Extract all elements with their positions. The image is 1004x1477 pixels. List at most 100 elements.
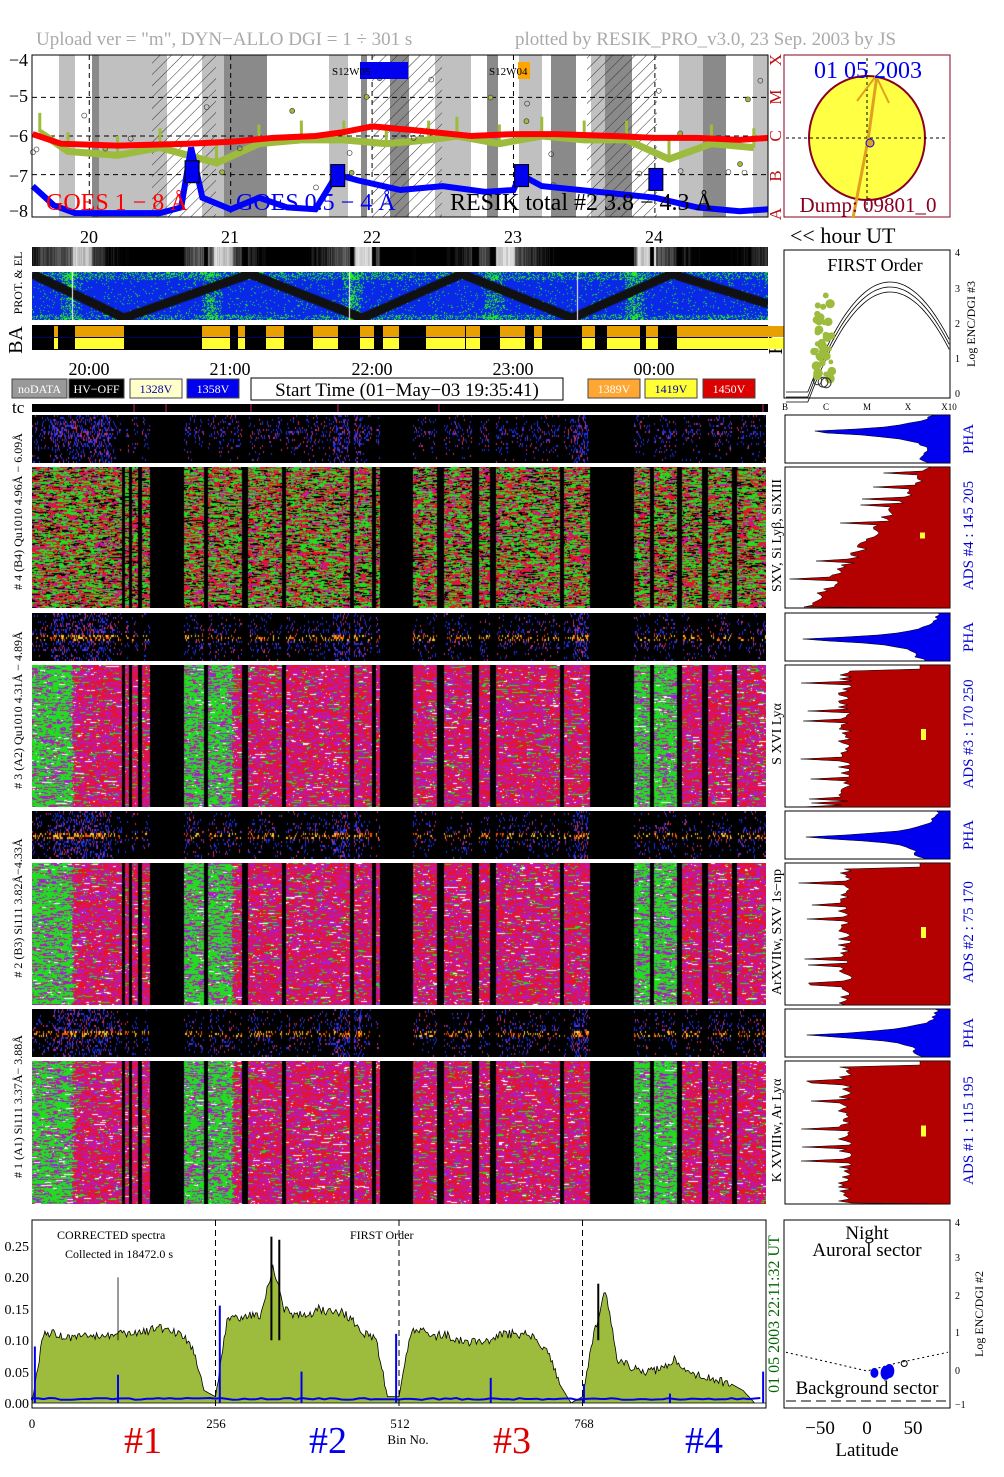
first-order-point <box>814 325 824 335</box>
hv-legend-swatch <box>587 378 641 399</box>
line-id-label: SXV, Si Lyβ, SiXIII <box>770 479 785 592</box>
hv-legend-swatch <box>644 378 698 399</box>
pha-label: PHA <box>961 424 977 454</box>
resik-point <box>30 149 36 156</box>
spectrum-x-label: Bin No. <box>387 1432 428 1447</box>
channel-range-label: # 1 (A1) Si111 3.37Å− 3.88Å <box>11 1035 25 1178</box>
resik-point <box>524 100 530 107</box>
series-goes-long <box>31 123 769 149</box>
y-tick: 0.10 <box>5 1334 30 1349</box>
ba-segment-orange <box>426 326 465 337</box>
spectrum-area <box>31 1264 766 1404</box>
x-tick: 768 <box>574 1416 594 1431</box>
latitude-plot <box>785 1351 949 1402</box>
ba-segment-orange <box>202 326 230 337</box>
y-tick: −6 <box>9 126 28 146</box>
latitude-y-ticks: 4 3 2 1 0 −1 <box>955 1218 966 1411</box>
hv-legend-label: 1419V <box>655 382 688 396</box>
y-tick: 3 <box>955 284 960 295</box>
resik-point <box>346 150 353 156</box>
first-order-frame <box>783 249 951 399</box>
ba-segment-yellow <box>677 338 788 349</box>
spectrum-x-ticks: 0 256 512 768 <box>29 1416 594 1431</box>
resik-point <box>741 169 748 176</box>
threshold-curve <box>786 281 950 393</box>
resik-point <box>757 77 764 84</box>
series-goes-short <box>30 146 769 217</box>
resik-point <box>725 169 732 175</box>
first-order-point <box>810 347 818 356</box>
latitude-point <box>884 1364 895 1378</box>
hv-legend-label: 1358V <box>197 382 230 396</box>
hour-tick: 24 <box>645 227 663 247</box>
background-sector-label: Background sector <box>796 1378 940 1399</box>
x-tick: 50 <box>904 1418 923 1439</box>
first-order-point <box>812 371 822 381</box>
spectrum-plot <box>31 1220 766 1408</box>
tc-label: tc <box>12 398 25 417</box>
ba-segment-orange <box>238 326 245 337</box>
x-tick: B <box>782 402 788 412</box>
channel-range-label: # 4 (B4) Qu1010 4.96Å − 6.09Å <box>11 433 25 590</box>
current-position <box>900 1360 908 1367</box>
ba-segment-orange <box>313 326 338 337</box>
ba-segment-yellow <box>75 338 124 349</box>
region-marker-s12w05 <box>360 62 408 79</box>
ba-segment-orange <box>582 326 595 337</box>
first-order-plot <box>786 281 950 403</box>
sun-center-marker <box>865 138 875 148</box>
resik-point <box>81 112 88 119</box>
sun-date: 01 05 2003 <box>814 58 922 84</box>
legend-resik: RESIK total #2 3.8 − 4.3 Å <box>450 190 714 216</box>
y-tick: 0.05 <box>5 1366 30 1381</box>
orbit-track-line <box>851 139 870 219</box>
background-band <box>75 55 92 217</box>
ba-segment-orange <box>360 326 374 337</box>
ba-segment-orange <box>266 326 284 337</box>
y-tick: 2 <box>955 1291 960 1302</box>
hour-tick: 22 <box>363 227 381 247</box>
flare-marker <box>514 164 530 188</box>
flux-histogram <box>800 664 951 808</box>
latitude-x-ticks: −50 0 50 <box>805 1418 922 1439</box>
background-band <box>726 55 753 217</box>
ba-segment-yellow <box>607 338 640 349</box>
line-id-label: K XVIIIw, Ar Lyα <box>770 1078 785 1182</box>
x-tick: 0 <box>862 1418 872 1439</box>
ba-segment-yellow <box>534 338 542 349</box>
ba-segment-yellow <box>383 338 399 349</box>
time-tick: 20:00 <box>68 359 109 379</box>
hv-legend-swatch <box>186 378 240 399</box>
resik-point <box>219 169 225 176</box>
x-tick: X10 <box>941 402 957 412</box>
y-tick: 0.00 <box>5 1397 30 1412</box>
background-band <box>99 55 126 217</box>
pha-histogram <box>805 810 951 860</box>
hv-legend-label: 1328V <box>140 382 173 396</box>
channel-spectrogram <box>32 1061 766 1204</box>
channel-range-label: # 2 (B3) Si111 3.82Å−4.33Å <box>11 838 25 978</box>
resik-point <box>33 146 40 153</box>
region-label-s12w04: S12W04 <box>489 66 528 78</box>
ba-segment-yellow <box>360 338 374 349</box>
resik-point <box>487 94 494 101</box>
prot-el-label: PROT. & EL <box>11 252 25 315</box>
resik-point <box>523 118 530 124</box>
pha-spectrogram <box>32 613 766 661</box>
time-tick: 00:00 <box>633 359 674 379</box>
flux-class-axis: B C M X X10 <box>782 402 957 412</box>
y-tick: −4 <box>9 50 28 70</box>
first-order-point <box>827 366 837 376</box>
pha-histogram <box>806 1008 951 1058</box>
pha-label: PHA <box>961 820 977 850</box>
x-tick: M <box>863 402 871 412</box>
resik-point <box>127 135 134 142</box>
series-resik-total <box>37 129 755 167</box>
ba-segment-yellow <box>426 338 465 349</box>
pha-histogram <box>814 414 951 464</box>
channel-spectrogram <box>32 665 766 807</box>
ads-label: ADS #3 : 170 250 <box>961 679 977 788</box>
time-tick: 21:00 <box>209 359 250 379</box>
